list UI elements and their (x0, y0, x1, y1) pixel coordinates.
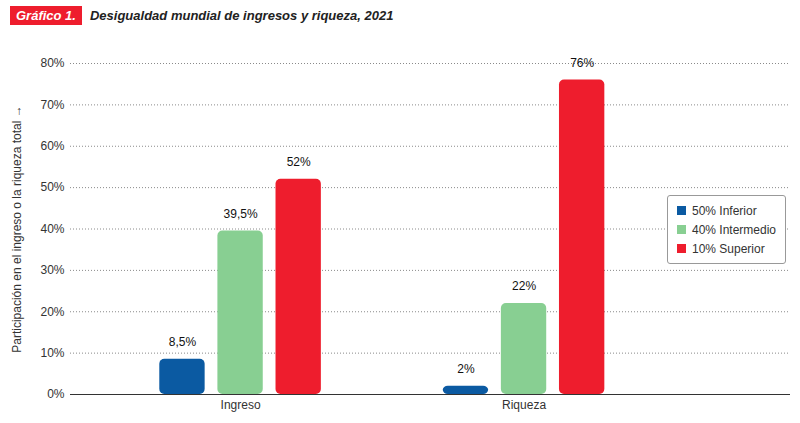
svg-text:60%: 60% (40, 139, 64, 153)
svg-text:8,5%: 8,5% (169, 335, 197, 349)
html-text:40% Intermedio: 40% Intermedio (692, 222, 776, 237)
html-text:50% Inferior: 50% Inferior (692, 203, 757, 218)
html-text:Desigualdad mundial de ingreso: Desigualdad mundial de ingresos y riquez… (90, 7, 394, 23)
svg-text:Participación en el ingreso o: Participación en el ingreso o la riqueza… (10, 105, 24, 352)
svg-text:39,5%: 39,5% (224, 207, 258, 221)
svg-text:30%: 30% (40, 263, 64, 277)
svg-text:10%: 10% (40, 346, 64, 360)
svg-text:52%: 52% (287, 155, 311, 169)
svg-text:70%: 70% (40, 98, 64, 112)
svg-text:22%: 22% (512, 279, 536, 293)
svg-text:80%: 80% (40, 56, 64, 70)
svg-text:20%: 20% (40, 305, 64, 319)
svg-text:76%: 76% (570, 56, 594, 70)
html-text:Gráfico 1.: Gráfico 1. (16, 7, 76, 23)
svg-text:0%: 0% (47, 387, 65, 401)
html-text:10% Superior: 10% Superior (692, 241, 765, 256)
svg-text:40%: 40% (40, 222, 64, 236)
svg-text:2%: 2% (457, 362, 475, 376)
svg-text:Riqueza: Riqueza (502, 398, 546, 412)
svg-text:Ingreso: Ingreso (221, 398, 261, 412)
svg-text:50%: 50% (40, 180, 64, 194)
